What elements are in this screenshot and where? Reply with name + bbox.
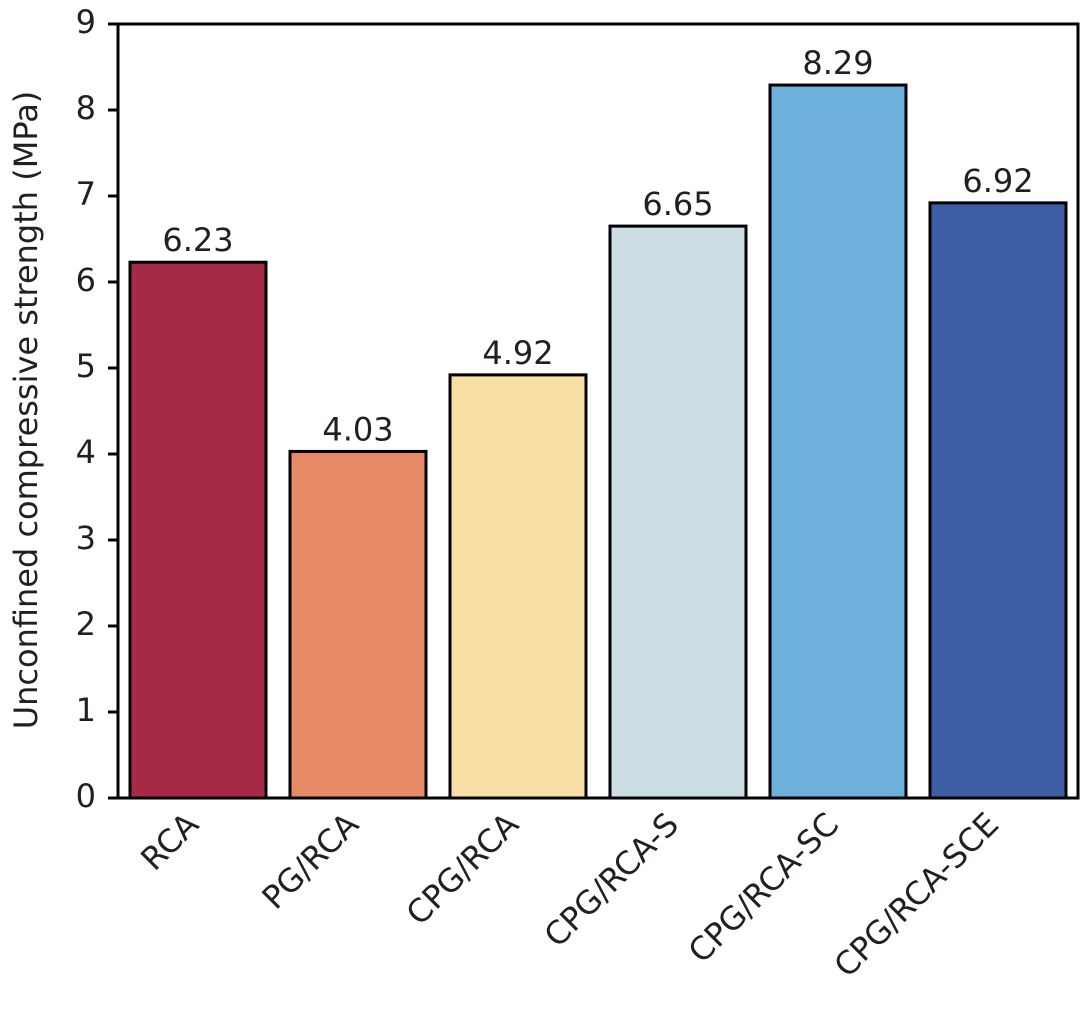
y-tick-label: 8	[76, 89, 96, 127]
x-tick-label: CPG/RCA-SC	[681, 805, 846, 970]
y-tick-label: 1	[76, 691, 96, 729]
y-tick-label: 2	[76, 605, 96, 643]
bar	[608, 224, 748, 800]
bar	[128, 260, 268, 800]
data-label: 4.92	[482, 334, 553, 372]
y-tick-label: 7	[76, 175, 96, 213]
y-axis-title: Unconfined compressive strength (MPa)	[7, 91, 45, 730]
bar	[448, 373, 588, 800]
x-tick-label: RCA	[133, 805, 206, 878]
plot-frame	[116, 22, 1080, 800]
x-tick-label: PG/RCA	[254, 805, 366, 917]
y-tick-label: 4	[76, 433, 96, 471]
y-tick-label: 0	[76, 777, 96, 815]
data-label: 6.92	[962, 162, 1033, 200]
bar	[288, 449, 428, 800]
bar	[928, 201, 1068, 800]
bar	[768, 83, 908, 800]
data-label: 4.03	[322, 410, 393, 448]
y-tick-label: 9	[76, 3, 96, 41]
x-tick-label: CPG/RCA-S	[537, 805, 686, 954]
x-tick-label: CPG/RCA-SCE	[827, 805, 1006, 984]
data-label: 6.65	[642, 185, 713, 223]
x-tick-label: CPG/RCA	[399, 805, 526, 932]
y-tick-label: 6	[76, 261, 96, 299]
y-tick-label: 5	[76, 347, 96, 385]
data-label: 6.23	[162, 221, 233, 259]
y-tick-label: 3	[76, 519, 96, 557]
data-label: 8.29	[802, 44, 873, 82]
